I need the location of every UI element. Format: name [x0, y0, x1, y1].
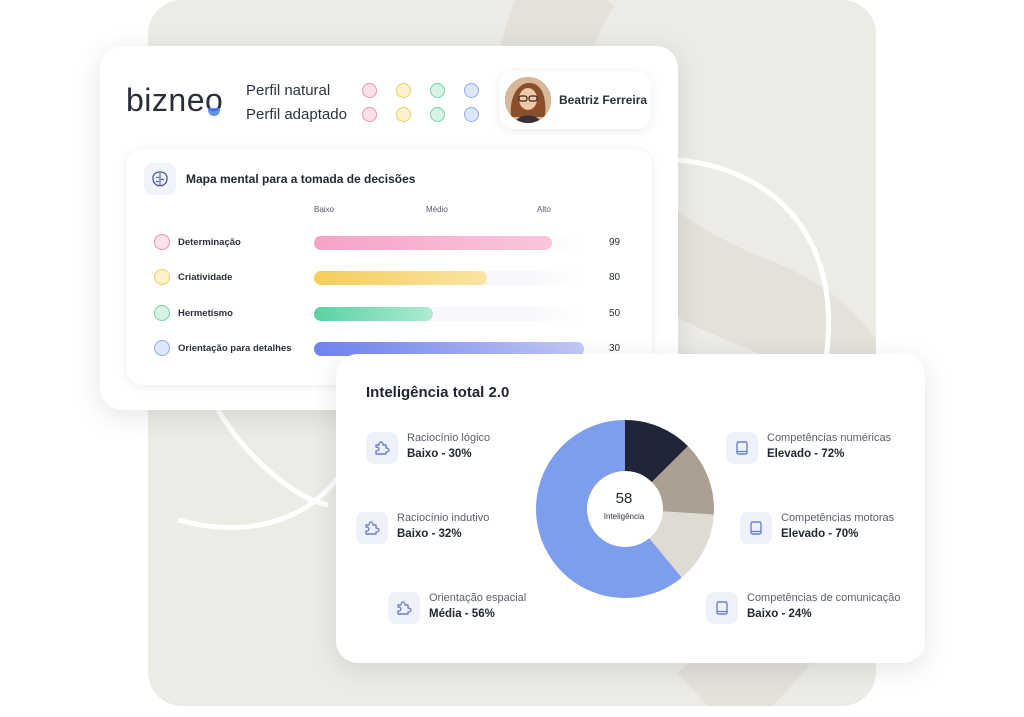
scale-low-label: Baixo	[314, 205, 335, 214]
mind-map-title: Mapa mental para a tomada de decisões	[186, 172, 416, 186]
trait-value: 80	[609, 272, 621, 283]
donut-segment-blue	[536, 420, 682, 598]
trait-value: 30	[609, 343, 621, 354]
book-icon	[740, 512, 772, 544]
metric-spatial-orientation[interactable]: Orientação espacial Média - 56%	[388, 592, 526, 624]
metric-name: Raciocínio indutivo	[397, 512, 490, 524]
trait-value: 50	[609, 308, 621, 319]
donut-segment-beige	[649, 511, 714, 578]
metric-name: Orientação espacial	[429, 592, 527, 604]
trait-row: Criatividade 80	[152, 268, 632, 288]
metric-value: Baixo - 32%	[397, 528, 462, 540]
natural-green-dot[interactable]	[430, 82, 445, 98]
natural-pink-dot[interactable]	[362, 82, 377, 98]
trait-row: Hermetismo 50	[152, 304, 632, 324]
user-photo-icon	[505, 77, 551, 123]
adapted-blue-dot[interactable]	[464, 106, 479, 122]
scale-high-label: Alto	[537, 205, 551, 214]
profile-legend: Perfil natural Perfil adaptado	[246, 78, 498, 126]
trait-name: Determinação	[178, 237, 241, 248]
trait-dot	[154, 305, 170, 321]
adapted-pink-dot[interactable]	[362, 106, 377, 122]
profile-label: Perfil adaptado	[246, 105, 347, 123]
trait-track	[314, 307, 584, 321]
trait-bar	[314, 236, 552, 250]
profile-row-adapted: Perfil adaptado	[246, 102, 498, 126]
metric-name: Competências de comunicação	[747, 592, 901, 604]
brain-icon-box	[144, 163, 176, 195]
metric-value: Elevado - 70%	[781, 528, 859, 540]
trait-name: Criatividade	[178, 272, 233, 283]
metric-value: Baixo - 30%	[407, 448, 472, 460]
trait-dot	[154, 340, 170, 356]
profile-card: bizneo Perfil natural Perfil adaptado	[100, 46, 678, 410]
book-icon	[706, 592, 738, 624]
trait-bar	[314, 342, 584, 356]
scale-mid-label: Médio	[426, 205, 448, 214]
puzzle-icon	[388, 592, 420, 624]
book-icon	[726, 432, 758, 464]
trait-track	[314, 271, 584, 285]
metric-value: Elevado - 72%	[767, 448, 845, 460]
trait-dot	[154, 269, 170, 285]
intelligence-score-label: Inteligência	[603, 512, 645, 521]
intelligence-donut-chart	[536, 420, 714, 598]
trait-row: Determinação 99	[152, 233, 632, 253]
intelligence-card: Inteligência total 2.0 Raciocínio lógico…	[336, 354, 925, 663]
trait-track	[314, 342, 584, 356]
brain-icon	[152, 171, 168, 187]
trait-row: Orientação para detalhes 30	[152, 339, 632, 359]
trait-name: Hermetismo	[178, 308, 233, 319]
natural-blue-dot[interactable]	[464, 82, 479, 98]
trait-name: Orientação para detalhes	[178, 343, 292, 354]
metric-motor-skills[interactable]: Competências motoras Elevado - 70%	[740, 512, 894, 544]
intelligence-score: 58	[615, 490, 633, 507]
metric-value: Baixo - 24%	[747, 608, 812, 620]
user-chip[interactable]: Beatriz Ferreira	[499, 71, 651, 129]
metric-numerical-skills[interactable]: Competências numéricas Elevado - 72%	[726, 432, 891, 464]
intelligence-title: Inteligência total 2.0	[366, 384, 510, 401]
donut-segment-taupe	[651, 446, 714, 515]
puzzle-icon	[366, 432, 398, 464]
metric-name: Competências numéricas	[767, 432, 892, 444]
user-name: Beatriz Ferreira	[559, 93, 648, 107]
avatar	[505, 77, 551, 123]
bizneo-logo: bizneo	[126, 82, 224, 118]
metric-name: Competências motoras	[781, 512, 895, 524]
trait-bar	[314, 307, 433, 321]
metric-logical-reasoning[interactable]: Raciocínio lógico Baixo - 30%	[366, 432, 490, 464]
adapted-green-dot[interactable]	[430, 106, 445, 122]
mind-map-panel: Mapa mental para a tomada de decisões Ba…	[126, 149, 652, 385]
adapted-yellow-dot[interactable]	[396, 106, 411, 122]
natural-yellow-dot[interactable]	[396, 82, 411, 98]
trait-track	[314, 236, 584, 250]
metric-inductive-reasoning[interactable]: Raciocínio indutivo Baixo - 32%	[356, 512, 489, 544]
profile-label: Perfil natural	[246, 81, 331, 99]
trait-value: 99	[609, 237, 621, 248]
profile-row-natural: Perfil natural	[246, 78, 498, 102]
donut-segment-dark	[625, 420, 688, 483]
metric-communication-skills[interactable]: Competências de comunicação Baixo - 24%	[706, 592, 900, 624]
puzzle-icon	[356, 512, 388, 544]
metric-name: Raciocínio lógico	[407, 432, 491, 444]
metric-value: Média - 56%	[429, 608, 495, 620]
trait-bar	[314, 271, 487, 285]
trait-dot	[154, 234, 170, 250]
